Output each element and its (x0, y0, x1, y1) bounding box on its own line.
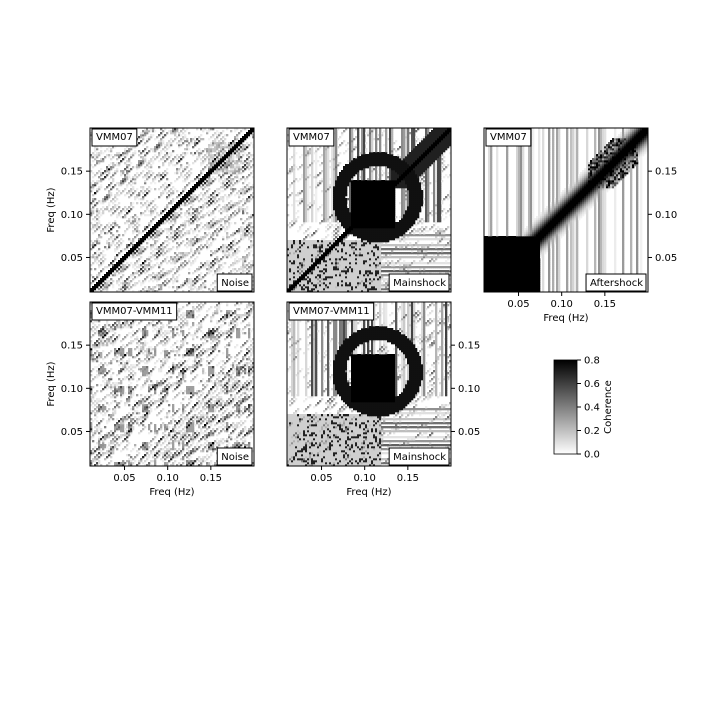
y-tick-label: 0.05 (655, 253, 677, 264)
x-tick-label: 0.05 (113, 473, 135, 484)
x-tick-label: 0.05 (310, 473, 332, 484)
x-tick-label: 0.05 (507, 299, 529, 310)
station-label: VMM07 (293, 132, 330, 143)
x-tick-label: 0.15 (200, 473, 222, 484)
x-tick-label: 0.10 (551, 299, 573, 310)
event-label: Mainshock (393, 452, 446, 463)
x-tick-label: 0.15 (594, 299, 616, 310)
y-tick-label: 0.10 (458, 384, 480, 395)
station-label: VMM07 (490, 132, 527, 143)
panel-2: VMM07 Mainshock (286, 127, 452, 293)
colorbar-tick-label: 0.6 (584, 379, 600, 390)
y-tick-label: 0.15 (61, 341, 83, 352)
colorbar-tick-label: 0.8 (584, 356, 600, 367)
panel-4: 0.05 0.10 0.15 0.05 0.10 0.15 Freq (Hz) Freq (H… (46, 301, 255, 498)
panel-1: 0.05 0.10 0.15 Freq (Hz) VMM07 Noise (46, 127, 255, 293)
panel-frame (89, 301, 255, 467)
heatmap-cells (90, 302, 255, 467)
y-tick-label: 0.15 (61, 167, 83, 178)
y-tick-label: 0.15 (655, 167, 677, 178)
y-tick-label: 0.10 (61, 384, 83, 395)
x-axis-label: Freq (Hz) (346, 487, 391, 498)
y-tick-label: 0.05 (61, 253, 83, 264)
panel-3: 0.05 0.10 0.15 0.05 0.10 0.15 Freq (Hz) VMM07 Af… (483, 127, 677, 324)
station-label: VMM07 (96, 132, 133, 143)
station-label: VMM07-VMM11 (96, 306, 173, 317)
heatmap-cells (287, 128, 452, 293)
y-axis-label: Freq (Hz) (46, 361, 57, 406)
colorbar-tick-label: 0.4 (584, 403, 600, 414)
event-label: Noise (221, 278, 249, 289)
event-label: Noise (221, 452, 249, 463)
event-label: Mainshock (393, 278, 446, 289)
colorbar-tick-label: 0.0 (584, 450, 600, 461)
event-label: Aftershock (590, 278, 643, 289)
colorbar-label: Coherence (603, 380, 614, 434)
x-axis-label: Freq (Hz) (149, 487, 194, 498)
y-tick-label: 0.05 (458, 427, 480, 438)
y-tick-label: 0.05 (61, 427, 83, 438)
panel-frame (286, 127, 452, 293)
y-tick-label: 0.10 (655, 210, 677, 221)
x-tick-label: 0.10 (157, 473, 179, 484)
y-tick-label: 0.15 (458, 341, 480, 352)
x-axis-label: Freq (Hz) (543, 313, 588, 324)
panel-frame (89, 127, 255, 293)
x-tick-label: 0.15 (397, 473, 419, 484)
x-tick-label: 0.10 (354, 473, 376, 484)
panel-frame (483, 127, 649, 293)
heatmap-cells (90, 128, 255, 293)
y-tick-label: 0.10 (61, 210, 83, 221)
panel-frame (286, 301, 452, 467)
colorbar-tick-label: 0.2 (584, 426, 600, 437)
colorbar-gradient (553, 359, 578, 455)
station-label: VMM07-VMM11 (293, 306, 370, 317)
panel-5: 0.05 0.10 0.15 0.05 0.10 0.15 Freq (Hz) VMM07-V… (286, 301, 480, 498)
y-axis-label: Freq (Hz) (46, 187, 57, 232)
colorbar: 0.0 0.2 0.4 0.6 0.8 Coherence (553, 356, 614, 461)
